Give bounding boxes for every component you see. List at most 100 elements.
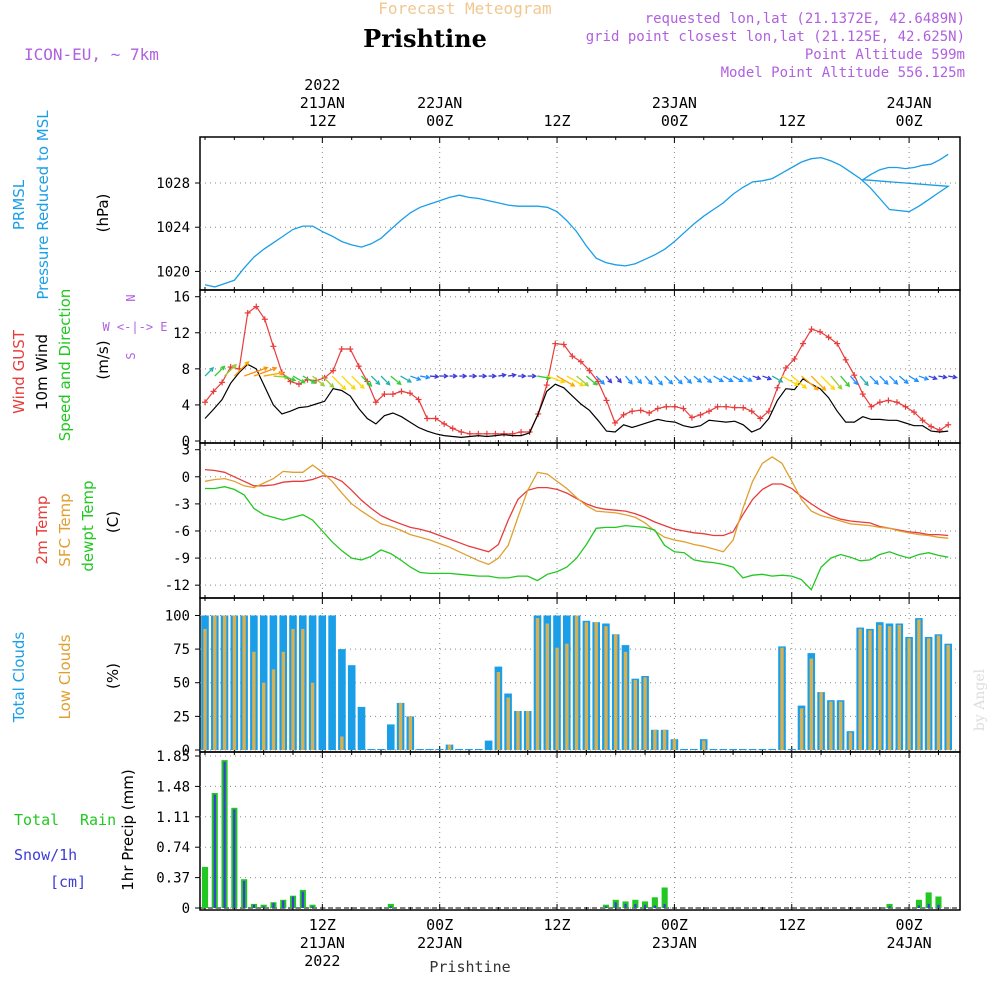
wind-arrow (243, 367, 268, 377)
top-time-label: 2022 (304, 76, 340, 94)
total-cloud-bar (318, 615, 327, 750)
ytick-label-wind: 8 (182, 362, 190, 378)
total-cloud-bar (377, 749, 385, 750)
ytick-label-pressure: 1028 (156, 176, 190, 192)
wind-arrow-head (707, 378, 713, 384)
wind-arrow-head (778, 378, 784, 383)
wind-arrow (673, 375, 683, 385)
wind-arrow-head (600, 379, 605, 385)
wind-arrow (576, 375, 589, 387)
wind-arrow (331, 375, 346, 390)
low-cloud-bar (584, 622, 589, 750)
low-cloud-bar (848, 732, 853, 750)
wind-arrow (781, 375, 799, 387)
low-cloud-bar (496, 672, 501, 750)
snow-bar (282, 900, 285, 908)
low-cloud-bar (672, 739, 677, 750)
wind-arrow (214, 365, 225, 377)
low-cloud-bar (858, 628, 862, 750)
wind-arrow (595, 375, 605, 385)
wind-arrow (771, 375, 783, 383)
wind-arrow (869, 375, 879, 385)
snow-bar (389, 906, 392, 908)
wind-arrow-head (531, 373, 538, 379)
total-cloud-bar (475, 749, 483, 750)
low-cloud-bar (398, 702, 403, 750)
ytick-label-temperature: -9 (173, 551, 190, 567)
wind-arrow-head (893, 379, 899, 385)
snow-bar (223, 761, 226, 908)
total-cloud-bar (680, 749, 688, 750)
low-cloud-bar (232, 615, 237, 750)
low-cloud-bar (545, 623, 549, 750)
snow-bar (644, 904, 647, 908)
wind-arrow (889, 375, 898, 385)
label-wind-gust: Wind GUST (10, 329, 28, 414)
wind-arrow (585, 375, 598, 386)
ytick-label-wind: 0 (182, 434, 190, 450)
wind-arrow-head (952, 374, 958, 380)
wind-arrow-head (728, 377, 734, 383)
snow-bar (301, 891, 304, 908)
wind-arrow-head (627, 379, 633, 385)
wind-arrow (263, 372, 283, 377)
snow-bar (311, 906, 314, 908)
pressure-line (204, 153, 951, 288)
wind-arrow-head (300, 378, 306, 384)
snow-bar (927, 903, 930, 908)
top-time-label: 00Z (426, 112, 453, 130)
wind-arrow-head (209, 366, 215, 372)
top-time-label: 22JAN (417, 94, 462, 112)
snow-bar (233, 809, 236, 908)
total-cloud-bar (367, 749, 375, 750)
label-hpa: (hPa) (94, 194, 112, 233)
wind-arrow-head (434, 374, 440, 379)
wind-arrow-head (425, 374, 431, 380)
wind-arrow-head (220, 365, 226, 371)
label-rain: Rain (80, 811, 116, 829)
low-cloud-bar (614, 634, 618, 750)
wind-arrow (732, 375, 743, 383)
low-cloud-bar (633, 680, 637, 750)
top-time-label: 24JAN (887, 94, 932, 112)
label-total: Total (14, 811, 59, 829)
low-cloud-bar (408, 716, 413, 750)
bottom-time-label: 00Z (661, 916, 688, 934)
label-percent: (%) (104, 663, 122, 689)
total-cloud-bar (338, 649, 346, 750)
low-cloud-bar (887, 626, 892, 750)
wind-arrow (898, 375, 909, 384)
snow-bar (634, 903, 637, 908)
model-altitude: Model Point Altitude 556.125m (721, 65, 965, 81)
snow-bar (624, 903, 627, 908)
label-snow: Snow/1h (14, 846, 77, 864)
total-cloud-bar (387, 724, 395, 750)
bottom-time-label: 00Z (896, 916, 923, 934)
compass-west-east: W <-|-> E (102, 320, 167, 334)
low-cloud-bar (340, 736, 344, 750)
ytick-label-clouds: 100 (165, 608, 190, 624)
wind-arrow-head (637, 379, 643, 385)
wind-arrow-head (677, 379, 683, 385)
total-cloud-bar (758, 749, 767, 750)
wind-arrow-head (592, 380, 598, 386)
low-cloud-bar (936, 635, 941, 750)
wind-arrow-head (278, 370, 284, 376)
snow-bar (614, 902, 617, 908)
snow-bar (888, 906, 891, 908)
wind-arrow-head (914, 377, 920, 382)
label-low-clouds: Low Clouds (56, 634, 74, 719)
wind-arrow (713, 375, 724, 383)
bottom-time-label: 23JAN (652, 934, 697, 952)
total-cloud-bar (465, 749, 473, 750)
wind-arrow-head (367, 381, 373, 387)
rain-bar (309, 904, 316, 908)
wind-arrow-head (462, 373, 468, 379)
snow-bar (243, 880, 246, 908)
total-cloud-bar (690, 749, 698, 750)
compass-south: S (124, 352, 138, 359)
wind-arrow-head (830, 385, 836, 391)
wind-arrow-head (813, 385, 819, 391)
label-celsius: (C) (104, 511, 122, 533)
